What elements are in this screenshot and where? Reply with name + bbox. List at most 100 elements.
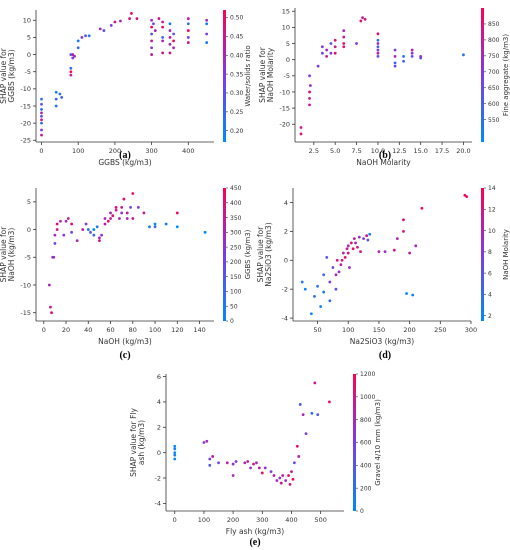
colorbar-tick-label: 0.50 bbox=[230, 15, 244, 22]
data-point bbox=[186, 29, 190, 32]
y-tick-label: -15 bbox=[20, 102, 31, 110]
data-point bbox=[64, 219, 68, 223]
data-point bbox=[419, 55, 423, 58]
x-tick-label: 15.0 bbox=[413, 147, 427, 155]
y-axis-label-line: SHAP value for bbox=[0, 47, 8, 104]
colorbar-tick-label: 14 bbox=[488, 185, 496, 192]
colorbar-tick-label: 1000 bbox=[360, 394, 375, 401]
x-tick-label: 10.0 bbox=[371, 147, 385, 155]
colorbar-tick-label: 150 bbox=[230, 274, 242, 281]
data-point bbox=[173, 453, 177, 457]
colorbar-tick-label: 2 bbox=[488, 313, 492, 320]
colorbar-tick-label: 600 bbox=[360, 440, 372, 447]
data-point bbox=[54, 90, 58, 94]
x-tick-label: 40 bbox=[84, 326, 92, 334]
data-point bbox=[119, 19, 122, 23]
data-point bbox=[366, 238, 370, 242]
data-point bbox=[120, 211, 124, 215]
data-point bbox=[40, 118, 43, 122]
data-point bbox=[308, 97, 311, 100]
data-point bbox=[66, 217, 70, 220]
data-point bbox=[252, 462, 255, 466]
x-tick-label: 200 bbox=[403, 326, 415, 334]
data-point bbox=[186, 17, 190, 20]
data-point bbox=[84, 34, 87, 38]
data-point bbox=[80, 36, 84, 39]
data-point bbox=[462, 53, 465, 57]
x-tick-label: 500 bbox=[314, 516, 326, 524]
x-tick-label: 400 bbox=[285, 516, 297, 524]
data-point bbox=[320, 45, 324, 49]
data-point bbox=[257, 466, 261, 470]
x-tick-label: 200 bbox=[227, 516, 239, 524]
x-tick-label: 100 bbox=[72, 147, 84, 155]
x-tick-label: 120 bbox=[171, 326, 183, 334]
data-point bbox=[49, 305, 52, 309]
data-point bbox=[275, 479, 279, 482]
data-point bbox=[308, 90, 311, 94]
data-point bbox=[109, 211, 112, 215]
data-point bbox=[308, 74, 311, 78]
data-point bbox=[290, 470, 293, 474]
data-point bbox=[325, 55, 329, 58]
y-tick-label: -4 bbox=[155, 500, 161, 508]
data-point bbox=[208, 463, 212, 467]
y-tick-label: -5 bbox=[284, 72, 290, 80]
data-point bbox=[95, 225, 99, 229]
data-point bbox=[157, 17, 161, 20]
colorbar-tick-label: 750 bbox=[488, 53, 500, 60]
y-axis-label-line: NaOH (kg/m3) bbox=[7, 228, 16, 282]
y-tick-label: -2 bbox=[282, 285, 288, 293]
data-point bbox=[186, 22, 190, 26]
data-point bbox=[352, 237, 356, 240]
data-point bbox=[98, 236, 101, 240]
data-point bbox=[310, 312, 313, 316]
data-point bbox=[130, 12, 133, 15]
y-tick-label: -2 bbox=[155, 474, 161, 482]
data-point bbox=[202, 441, 206, 444]
data-point bbox=[342, 35, 346, 39]
data-point bbox=[263, 466, 267, 470]
data-point bbox=[402, 59, 405, 63]
x-tick-label: 140 bbox=[193, 326, 205, 334]
data-point bbox=[362, 237, 365, 240]
data-point bbox=[205, 22, 209, 26]
data-point bbox=[288, 482, 292, 486]
x-tick-label: 5.0 bbox=[330, 147, 340, 155]
colorbar-tick-label: 0 bbox=[360, 508, 364, 515]
data-point bbox=[346, 251, 350, 255]
y-axis-label: SHAP value for NaOH (kg/m3) bbox=[0, 226, 16, 283]
y-tick-label: 10 bbox=[282, 24, 290, 32]
data-point bbox=[377, 250, 381, 254]
data-point bbox=[75, 239, 79, 243]
data-point bbox=[87, 34, 91, 38]
y-tick-label: 6 bbox=[157, 373, 161, 381]
data-point bbox=[53, 242, 57, 245]
chart-panel-3: 0 20 40 60 80 100 120 140 -15 -10 -5 0 5 NaOH (kg/m3)… bbox=[0, 185, 252, 361]
data-point bbox=[231, 462, 235, 466]
data-point bbox=[81, 228, 85, 231]
y-tick-label: -15 bbox=[20, 309, 31, 317]
data-point bbox=[298, 403, 302, 406]
data-point bbox=[92, 233, 96, 237]
x-tick-label: 300 bbox=[465, 326, 477, 334]
data-point bbox=[405, 292, 408, 295]
y-axis-label-line: SHAP value for bbox=[0, 226, 8, 283]
data-point bbox=[150, 39, 154, 43]
data-point bbox=[316, 64, 320, 68]
colorbar-label: Fine aggregate (kg/m3) bbox=[502, 34, 510, 117]
data-point bbox=[211, 455, 215, 458]
data-point bbox=[60, 96, 64, 99]
data-point bbox=[392, 248, 396, 252]
chart-panel-2: 2.5 5.0 7.5 10.0 12.5 15.0 17.5 20.0 -20 -15 -10 -5… bbox=[258, 8, 510, 167]
data-point bbox=[328, 299, 332, 303]
data-point bbox=[334, 273, 338, 277]
scatter-points bbox=[300, 193, 469, 316]
data-point bbox=[161, 25, 165, 29]
x-tick-label: 0 bbox=[173, 516, 177, 524]
colorbar-tick-label: 100 bbox=[230, 289, 242, 296]
colorbar-tick-label: 350 bbox=[230, 215, 242, 222]
y-axis-label: SHAP value for GGBS (kg/m3) bbox=[0, 47, 16, 104]
data-point bbox=[161, 20, 165, 24]
y-axis-label-line: NaOH Molarity bbox=[266, 47, 275, 102]
